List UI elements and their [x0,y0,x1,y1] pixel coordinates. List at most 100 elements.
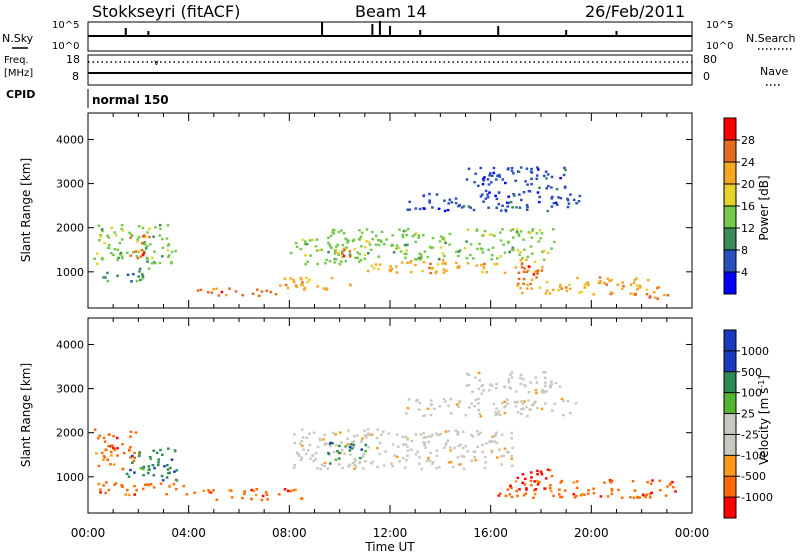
heatmap-cell [457,250,461,253]
heatmap-cell [423,443,426,447]
heatmap-cell [429,435,433,438]
heatmap-cell [603,481,606,484]
heatmap-cell [326,467,330,470]
heatmap-cell [299,247,303,251]
heatmap-cell [609,480,613,483]
heatmap-cell [617,488,620,492]
heatmap-cell [473,455,476,459]
heatmap-cell [165,237,169,240]
heatmap-cell [481,251,485,254]
noise-panel: 10^5 10^0 10^5 10^0 N.Sky N.Search [2,20,796,52]
heatmap-cell [141,487,145,491]
heatmap-cell [264,491,268,494]
heatmap-cell [151,464,155,467]
heatmap-cell [461,446,465,450]
heatmap-cell [503,447,507,450]
nave-tick-bottom: 0 [703,70,710,83]
heatmap-cell [292,280,296,284]
heatmap-cell [516,284,519,287]
heatmap-cell [519,166,523,169]
heatmap-cell [507,240,510,243]
heatmap-cell [525,488,528,491]
heatmap-cell [142,234,146,237]
heatmap-cell [523,248,526,251]
power-heatmap [93,166,670,300]
heatmap-cell [319,468,322,471]
heatmap-cell [95,452,98,455]
heatmap-cell [375,436,379,440]
heatmap-cell [562,413,565,417]
heatmap-cell [251,292,255,295]
heatmap-cell [608,479,612,482]
heatmap-cell [337,463,341,466]
heatmap-cell [182,484,186,488]
heatmap-cell [583,283,586,287]
heatmap-cell [101,451,104,455]
heatmap-cell [526,287,529,290]
x-tick-label: 12:00 [373,526,408,540]
heatmap-cell [483,455,487,459]
heatmap-cell [445,269,448,272]
heatmap-cell [645,288,649,291]
heatmap-cell [329,444,332,448]
heatmap-cell [466,228,470,231]
heatmap-cell [443,261,447,265]
heatmap-cell [441,237,445,240]
heatmap-cell [348,253,352,256]
heatmap-cell [483,466,487,470]
heatmap-cell [284,283,288,287]
colorbar-tick-label: 20 [741,178,755,191]
heatmap-cell [486,178,490,181]
heatmap-cell [497,494,501,497]
heatmap-cell [315,249,319,252]
heatmap-cell [300,497,303,500]
heatmap-cell [322,438,325,441]
heatmap-cell [370,264,374,267]
heatmap-cell [422,261,426,264]
heatmap-cell [480,263,483,267]
heatmap-cell [495,407,498,410]
heatmap-cell [292,466,296,470]
heatmap-cell [348,446,352,449]
heatmap-cell [161,255,164,258]
colorbar-swatch [724,250,736,272]
heatmap-cell [334,458,338,461]
heatmap-cell [453,446,456,450]
heatmap-cell [413,258,417,261]
heatmap-cell [503,385,507,389]
colorbar-swatch [724,476,736,498]
heatmap-cell [360,440,363,443]
power-ylabel: Slant Range [km] [19,158,33,262]
heatmap-cell [481,234,484,237]
heatmap-cell [552,494,555,498]
heatmap-cell [147,267,151,270]
heatmap-cell [135,489,138,492]
velocity-frame [87,317,693,514]
heatmap-cell [98,239,101,242]
heatmap-cell [633,489,637,492]
nsearch-spikes [124,21,618,36]
heatmap-cell [441,262,444,265]
heatmap-cell [606,495,610,498]
heatmap-cell [485,270,489,274]
heatmap-cell [149,243,152,246]
heatmap-cell [135,255,139,258]
heatmap-cell [337,451,341,455]
heatmap-cell [552,202,556,205]
heatmap-cell [377,239,380,242]
heatmap-cell [199,288,203,291]
heatmap-cell [97,482,101,486]
heatmap-cell [577,200,581,203]
heatmap-cell [502,243,505,246]
heatmap-cell [145,244,149,248]
heatmap-cell [348,250,352,253]
heatmap-cell [129,236,132,239]
heatmap-cell [523,384,526,387]
heatmap-cell [477,408,480,412]
heatmap-cell [511,246,515,249]
heatmap-cell [363,257,367,260]
heatmap-cell [539,237,542,240]
heatmap-cell [126,488,129,492]
heatmap-cell [514,390,518,393]
velocity-x-ticks [87,318,693,513]
